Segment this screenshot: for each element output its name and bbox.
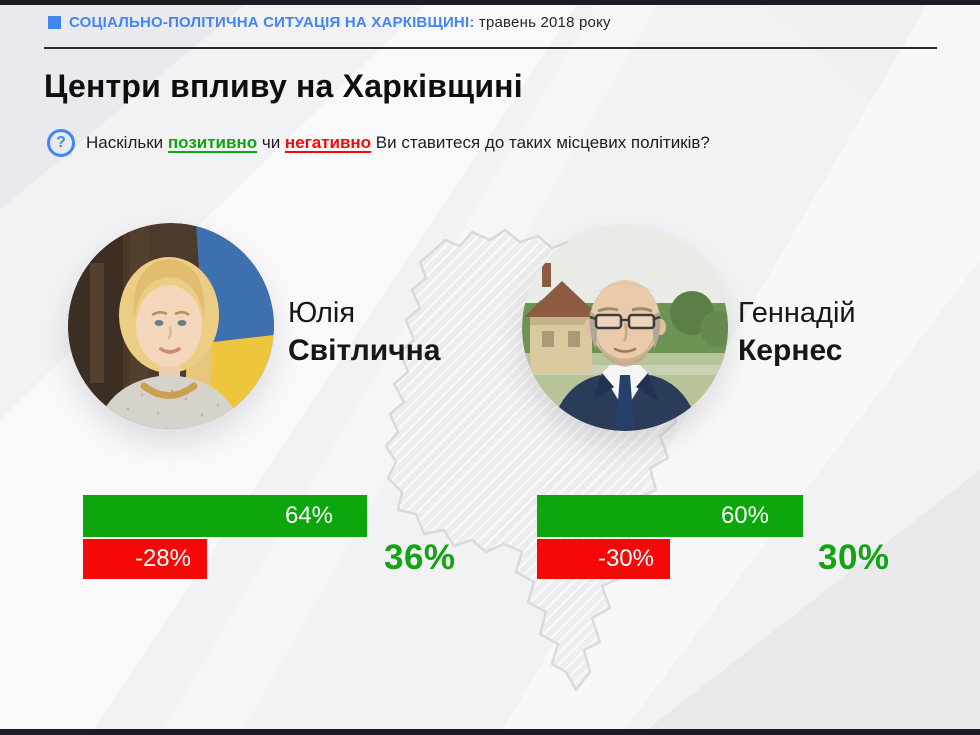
- negative-bar-label: -30%: [597, 545, 654, 572]
- bullet-square-icon: [48, 16, 61, 29]
- header-text: СОЦІАЛЬНО-ПОЛІТИЧНА СИТУАЦІЯ НА ХАРКІВЩИ…: [69, 14, 611, 31]
- positive-bar: 64%: [83, 495, 367, 537]
- first-name: Юлія: [288, 297, 356, 329]
- header-rest: травень 2018 року: [474, 14, 611, 31]
- kernes-avatar: [522, 225, 728, 431]
- question-suffix: Ви ставитеся до таких місцевих політиків…: [371, 133, 710, 152]
- question-row: ? Наскільки позитивно чи негативно Ви ст…: [47, 129, 710, 157]
- first-name: Геннадій: [738, 297, 856, 329]
- question-text: Наскільки позитивно чи негативно Ви став…: [86, 133, 710, 153]
- rating-bars-kernes: 60% -30%: [537, 495, 803, 579]
- question-negative-word: негативно: [284, 133, 372, 152]
- header-divider: [44, 47, 937, 49]
- question-positive-word: позитивно: [167, 133, 258, 152]
- negative-bar: -28%: [83, 539, 207, 579]
- photo-kernes: [522, 225, 728, 431]
- last-name: Кернес: [738, 334, 843, 367]
- header: СОЦІАЛЬНО-ПОЛІТИЧНА СИТУАЦІЯ НА ХАРКІВЩИ…: [48, 14, 611, 31]
- bottom-frame-bar: [0, 729, 980, 735]
- positive-bar-label: 60%: [720, 502, 769, 529]
- question-middle: чи: [257, 133, 285, 152]
- negative-bar: -30%: [537, 539, 670, 579]
- rating-bars-svitlychna: 64% -28%: [83, 495, 367, 579]
- net-rating-kernes: 30%: [818, 538, 890, 577]
- question-mark-icon: ?: [47, 129, 75, 157]
- top-frame-bar: [0, 0, 980, 5]
- svitlychna-avatar: [68, 223, 274, 429]
- name-svitlychna: Юлія Світлична: [288, 294, 440, 370]
- header-highlight: СОЦІАЛЬНО-ПОЛІТИЧНА СИТУАЦІЯ НА ХАРКІВЩИ…: [69, 14, 475, 31]
- negative-bar-label: -28%: [134, 545, 191, 572]
- name-kernes: Геннадій Кернес: [738, 294, 856, 370]
- photo-svitlychna: [68, 223, 274, 429]
- net-rating-svitlychna: 36%: [384, 538, 456, 577]
- positive-bar: 60%: [537, 495, 803, 537]
- positive-bar-label: 64%: [284, 502, 333, 529]
- last-name: Світлична: [288, 334, 441, 367]
- question-prefix: Наскільки: [86, 133, 168, 152]
- page-title: Центри впливу на Харківщині: [44, 68, 523, 104]
